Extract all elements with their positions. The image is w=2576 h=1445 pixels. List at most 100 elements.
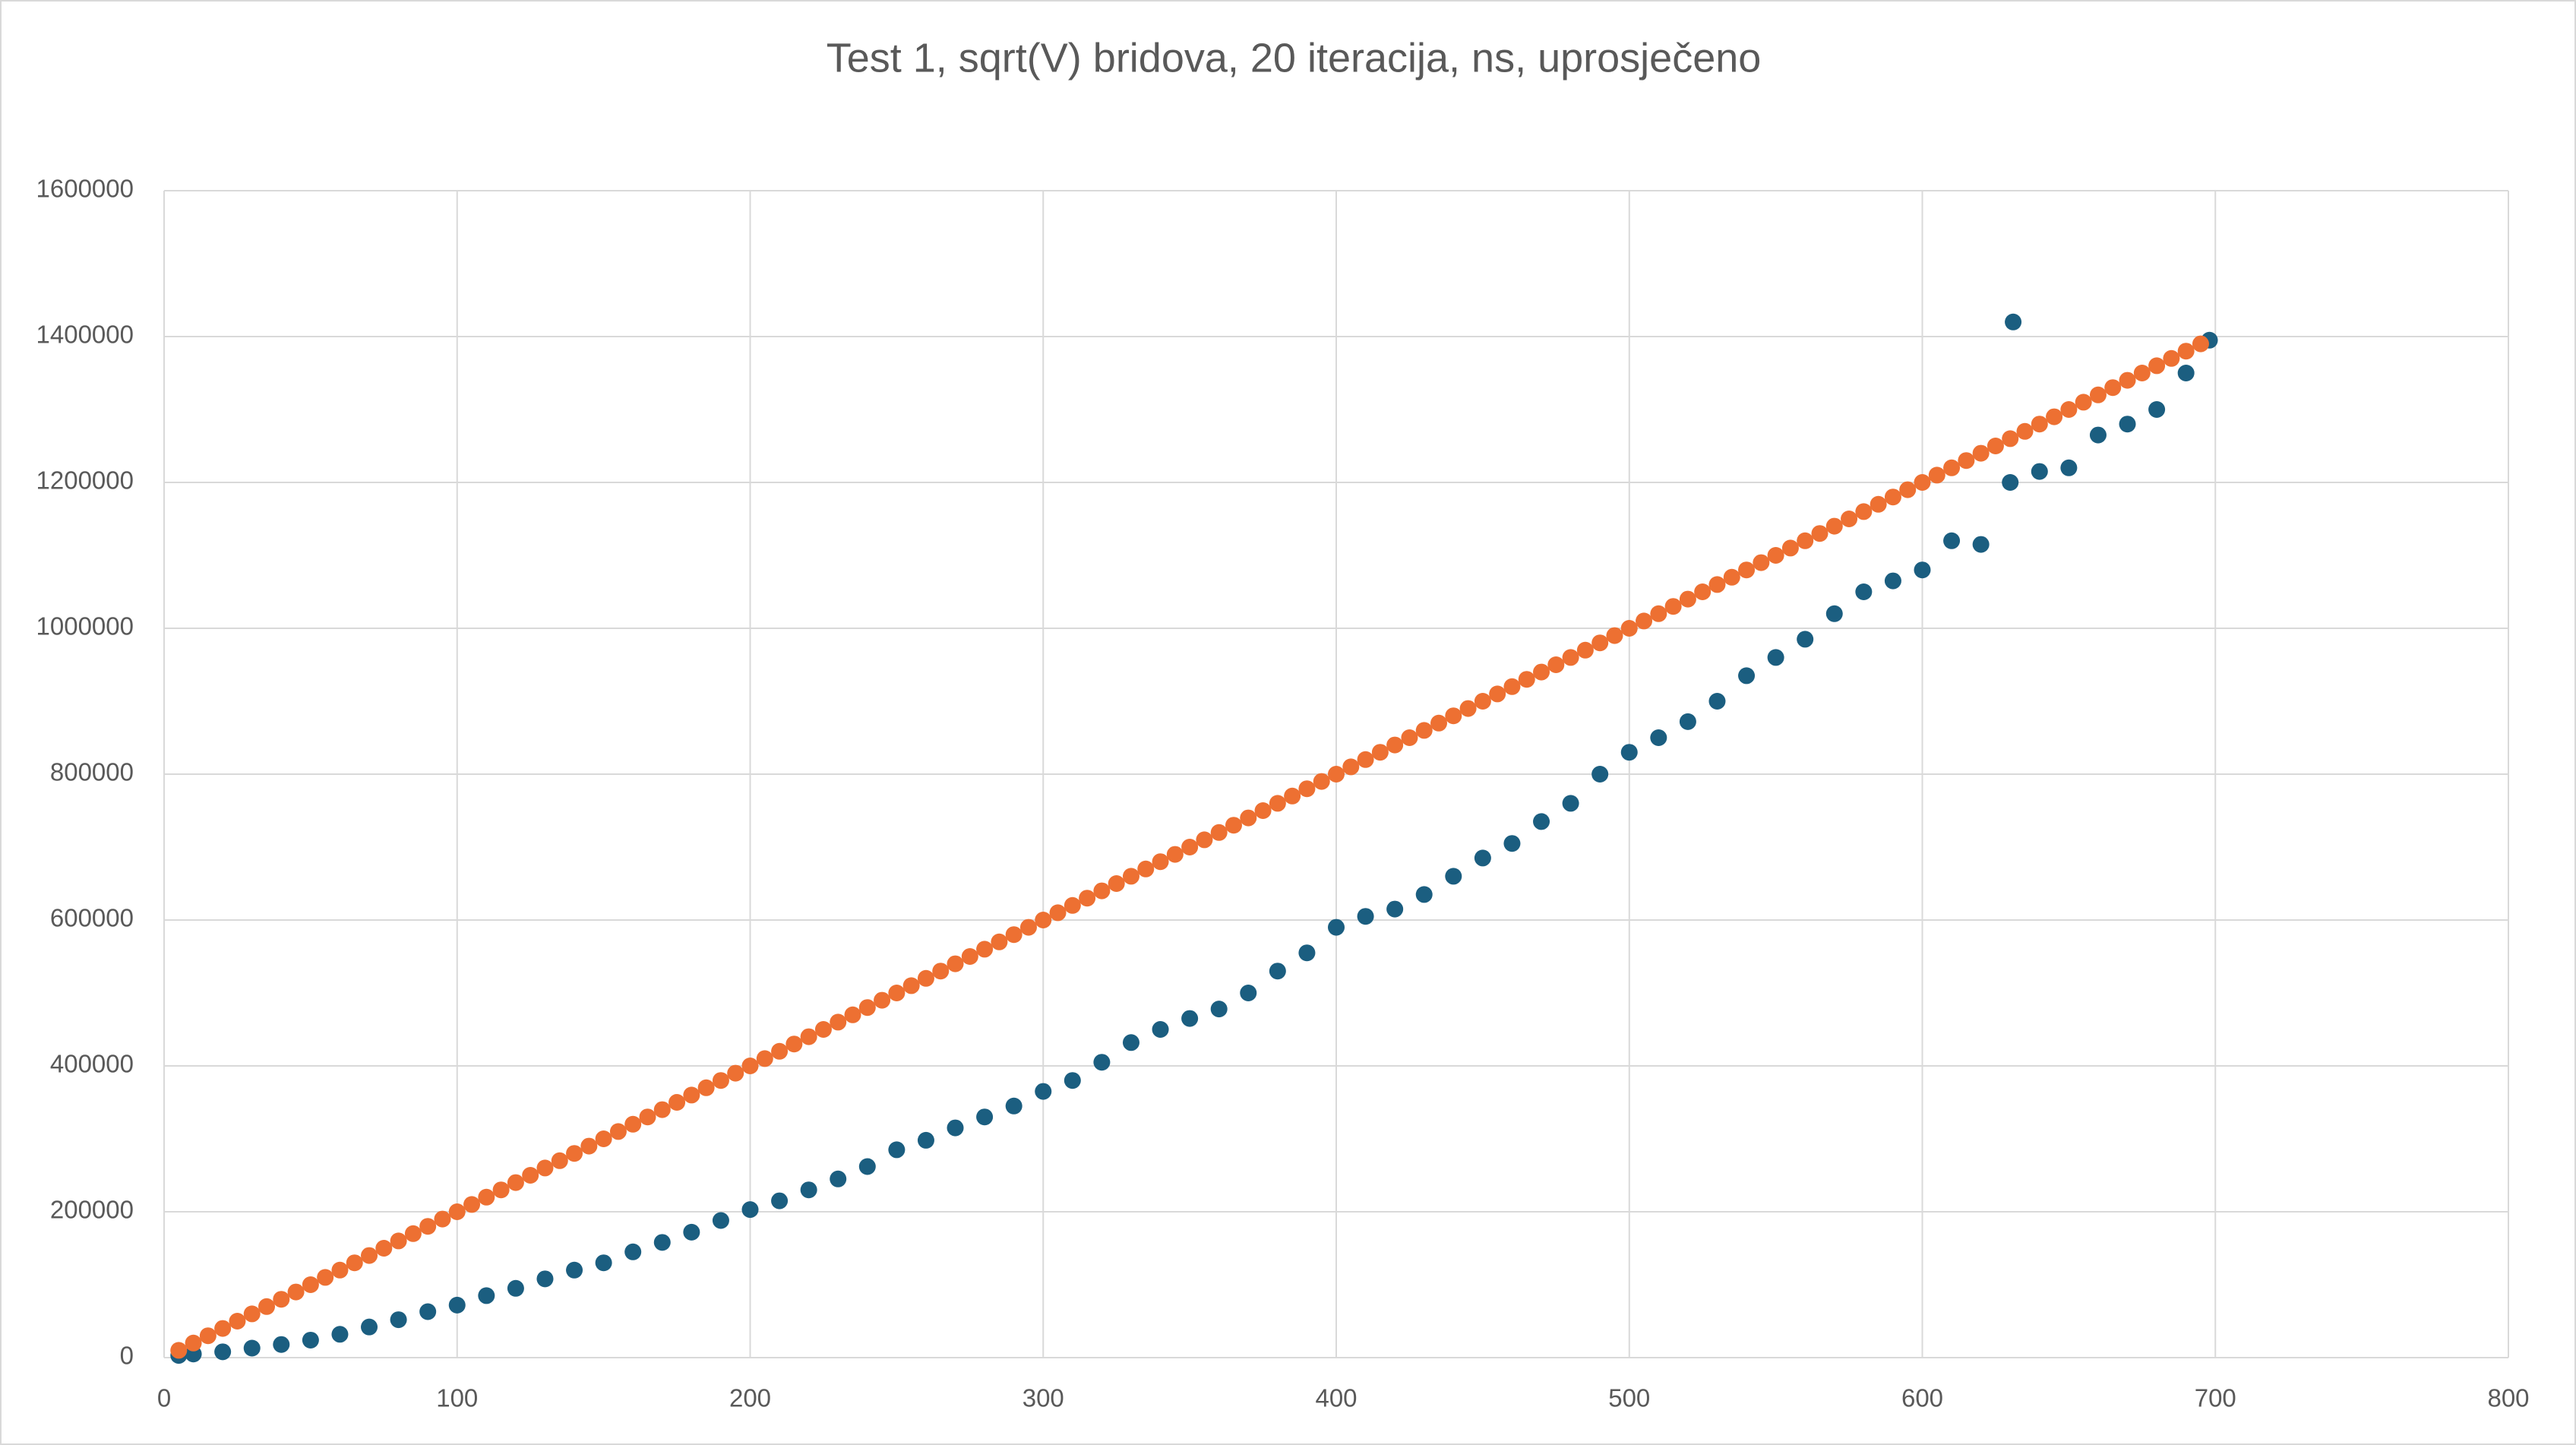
point (287, 1283, 305, 1301)
point (2177, 365, 2195, 381)
point (492, 1181, 510, 1199)
point (1606, 627, 1623, 644)
point (331, 1261, 349, 1279)
point (1459, 700, 1477, 717)
point (1943, 532, 1961, 549)
point (390, 1232, 407, 1250)
point (2089, 426, 2107, 444)
point (2148, 357, 2166, 375)
point (1415, 722, 1433, 739)
point (1005, 926, 1022, 944)
point (2192, 335, 2209, 353)
point (1928, 466, 1945, 484)
point (1841, 511, 1858, 527)
point (2089, 386, 2107, 403)
point (888, 1141, 906, 1159)
point (1064, 1072, 1081, 1089)
point (243, 1305, 261, 1323)
point (947, 1119, 964, 1137)
point (1591, 766, 1609, 783)
point (566, 1261, 583, 1279)
point (2163, 349, 2180, 367)
point (1914, 561, 1931, 579)
point (478, 1188, 495, 1206)
point (536, 1159, 554, 1177)
point (1489, 685, 1506, 703)
point (961, 948, 978, 965)
point (390, 1311, 407, 1329)
point (624, 1243, 642, 1260)
point (727, 1064, 744, 1082)
point (932, 963, 950, 980)
point (1533, 813, 1550, 830)
point (653, 1101, 671, 1118)
x-tick-label: 0 (157, 1384, 171, 1412)
point (814, 1021, 832, 1038)
point (1781, 539, 1799, 557)
point (1152, 853, 1169, 871)
point (1987, 438, 2004, 454)
point (2031, 463, 2048, 480)
point (1650, 729, 1667, 746)
point (874, 991, 891, 1009)
point (331, 1326, 349, 1343)
point (2005, 313, 2022, 330)
point (2031, 416, 2048, 433)
point (361, 1247, 378, 1264)
point (229, 1313, 246, 1330)
point (1723, 568, 1740, 586)
point (1415, 886, 1433, 903)
point (2148, 401, 2166, 418)
point (1122, 1034, 1139, 1051)
point (434, 1210, 451, 1228)
point (2119, 372, 2136, 389)
point (1093, 882, 1111, 900)
point (917, 969, 934, 987)
point (1503, 678, 1521, 695)
point (1035, 1083, 1052, 1100)
x-tick-label: 200 (729, 1384, 771, 1412)
point (1445, 868, 1462, 885)
point (507, 1174, 524, 1191)
point (1445, 707, 1462, 725)
point (697, 1079, 715, 1096)
point (2016, 422, 2034, 440)
point (1636, 612, 1653, 630)
point (683, 1223, 700, 1241)
point (1371, 744, 1389, 761)
point (1225, 817, 1242, 834)
point (595, 1130, 612, 1147)
point (185, 1334, 202, 1352)
point (1210, 1001, 1228, 1018)
point (1620, 744, 1638, 761)
point (478, 1287, 495, 1304)
y-tick-label: 1200000 (36, 466, 134, 495)
point (346, 1254, 363, 1272)
point (624, 1115, 642, 1133)
point (273, 1336, 290, 1353)
point (1269, 963, 1286, 980)
point (1958, 452, 1975, 470)
point (273, 1291, 290, 1308)
point (1533, 663, 1550, 681)
point (1342, 758, 1360, 776)
point (1328, 766, 1345, 783)
point (1313, 773, 1330, 790)
point (1679, 713, 1696, 730)
point (1181, 839, 1199, 855)
point (1503, 835, 1521, 852)
point (302, 1276, 319, 1293)
point (1196, 831, 1213, 849)
point (1240, 985, 1257, 1001)
point (785, 1036, 803, 1053)
point (2177, 343, 2195, 360)
point (302, 1331, 319, 1349)
point (214, 1343, 232, 1361)
point (1738, 561, 1756, 579)
point (1547, 656, 1565, 673)
x-tick-label: 300 (1022, 1384, 1064, 1412)
point (1166, 846, 1184, 863)
point (888, 985, 906, 1001)
point (1972, 536, 1990, 553)
point (507, 1279, 524, 1297)
